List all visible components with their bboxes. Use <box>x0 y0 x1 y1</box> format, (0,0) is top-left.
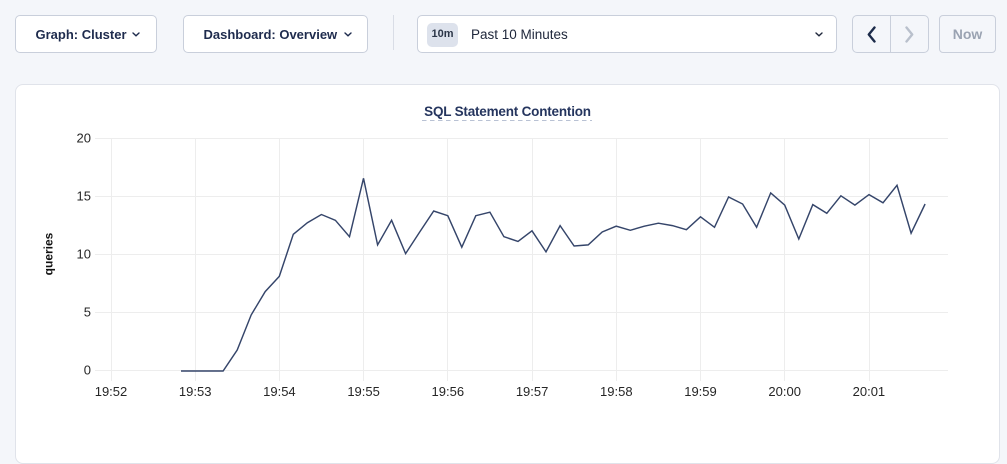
svg-text:19:52: 19:52 <box>95 384 128 399</box>
svg-text:19:53: 19:53 <box>179 384 212 399</box>
svg-text:20:00: 20:00 <box>768 384 801 399</box>
svg-text:19:57: 19:57 <box>516 384 549 399</box>
svg-text:20:01: 20:01 <box>853 384 886 399</box>
svg-text:20: 20 <box>77 131 91 146</box>
svg-text:19:59: 19:59 <box>684 384 717 399</box>
svg-text:15: 15 <box>77 189 91 204</box>
svg-text:19:55: 19:55 <box>347 384 380 399</box>
svg-text:5: 5 <box>84 305 91 320</box>
svg-text:queries: queries <box>42 232 56 275</box>
svg-text:19:58: 19:58 <box>600 384 633 399</box>
svg-text:10: 10 <box>77 247 91 262</box>
svg-text:19:56: 19:56 <box>432 384 465 399</box>
svg-text:19:54: 19:54 <box>263 384 296 399</box>
svg-text:0: 0 <box>84 363 91 378</box>
